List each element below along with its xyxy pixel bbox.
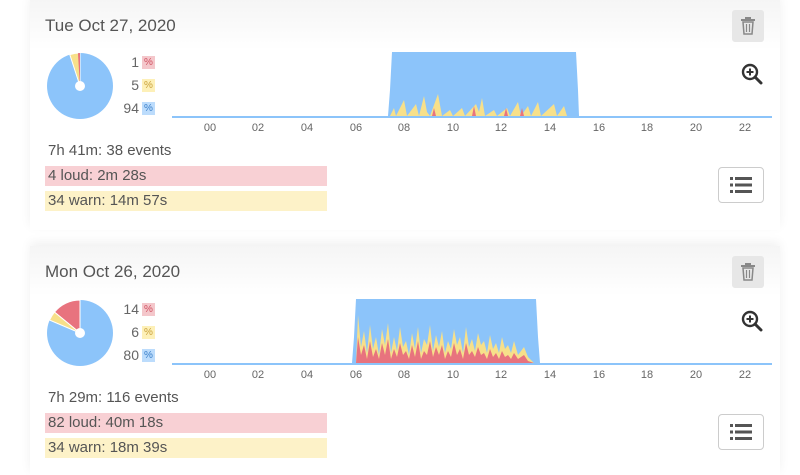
activity-chart: 00 02 04 06 08 10 12 14 16 18 20 22 xyxy=(172,299,772,381)
pct-warn-value: 6 xyxy=(131,324,139,340)
x-tick: 12 xyxy=(495,122,507,134)
x-tick: 16 xyxy=(593,369,605,381)
x-tick: 04 xyxy=(301,122,313,134)
pct-loud: 14 % xyxy=(110,301,155,319)
pct-loud: 1 % xyxy=(110,54,155,72)
pct-quiet-badge: % xyxy=(142,349,155,362)
pie-slice-warn xyxy=(69,52,81,87)
x-axis: 00 02 04 06 08 10 12 14 16 18 20 22 xyxy=(204,369,751,381)
activity-chart: 00 02 04 06 08 10 12 14 16 18 20 22 xyxy=(172,52,772,134)
activity-area-quiet xyxy=(172,52,772,118)
loud-summary: 4 loud: 2m 28s xyxy=(45,166,327,186)
x-tick: 20 xyxy=(690,122,702,134)
x-tick: 12 xyxy=(495,369,507,381)
pct-warn-badge: % xyxy=(142,79,155,92)
x-tick: 02 xyxy=(252,122,264,134)
list-button[interactable] xyxy=(718,167,764,203)
x-tick: 22 xyxy=(739,122,751,134)
pie-hole xyxy=(75,81,85,91)
day-card-header xyxy=(30,0,780,50)
pct-loud-badge: % xyxy=(142,56,155,69)
x-tick: 18 xyxy=(641,369,653,381)
pct-quiet-value: 94 xyxy=(123,100,139,116)
pie-slice-warn xyxy=(48,311,81,334)
day-card: Mon Oct 26, 2020 14 % 6 % 80 % 00 02 xyxy=(30,246,780,475)
pct-warn: 6 % xyxy=(110,324,155,342)
x-tick: 18 xyxy=(641,122,653,134)
pct-loud-badge: % xyxy=(142,303,155,316)
day-date: Tue Oct 27, 2020 xyxy=(45,16,176,35)
x-tick: 10 xyxy=(447,369,459,381)
event-summary: 7h 29m: 116 events xyxy=(48,389,179,406)
pie-chart xyxy=(47,299,113,366)
warn-summary: 34 warn: 18m 39s xyxy=(45,438,327,458)
x-tick: 20 xyxy=(690,369,702,381)
list-button[interactable] xyxy=(718,414,764,450)
pie-hole xyxy=(75,328,85,338)
event-summary: 7h 41m: 38 events xyxy=(48,142,172,159)
delete-button[interactable] xyxy=(732,10,764,42)
trash-icon xyxy=(741,263,755,281)
pct-loud-value: 1 xyxy=(131,54,139,70)
zoom-in-icon xyxy=(741,310,763,332)
list-icon xyxy=(730,177,752,193)
activity-area-quiet xyxy=(172,299,772,365)
x-tick: 16 xyxy=(593,122,605,134)
activity-area-loud xyxy=(432,106,524,116)
x-tick: 02 xyxy=(252,369,264,381)
pct-warn: 5 % xyxy=(110,77,155,95)
x-tick: 10 xyxy=(447,122,459,134)
trash-icon xyxy=(741,17,755,35)
pie-slice-loud xyxy=(77,53,80,86)
list-icon xyxy=(730,424,752,440)
pct-quiet: 94 % xyxy=(110,100,155,118)
x-tick: 14 xyxy=(544,369,556,381)
x-tick: 06 xyxy=(350,122,362,134)
delete-button[interactable] xyxy=(732,256,764,288)
x-tick: 04 xyxy=(301,369,313,381)
zoom-in-icon xyxy=(741,63,763,85)
pct-quiet: 80 % xyxy=(110,347,155,365)
x-axis: 00 02 04 06 08 10 12 14 16 18 20 22 xyxy=(204,122,751,134)
pie-chart xyxy=(47,52,113,119)
zoom-button[interactable] xyxy=(740,62,764,86)
zoom-button[interactable] xyxy=(740,309,764,333)
warn-summary: 34 warn: 14m 57s xyxy=(45,191,327,211)
day-date: Mon Oct 26, 2020 xyxy=(45,262,181,281)
x-tick: 14 xyxy=(544,122,556,134)
pct-loud-value: 14 xyxy=(123,301,139,317)
x-tick: 08 xyxy=(398,122,410,134)
pct-warn-badge: % xyxy=(142,326,155,339)
x-tick: 22 xyxy=(739,369,751,381)
x-tick: 06 xyxy=(350,369,362,381)
day-card-header xyxy=(30,246,780,296)
pct-quiet-badge: % xyxy=(142,102,155,115)
pct-warn-value: 5 xyxy=(131,77,139,93)
x-tick: 00 xyxy=(204,122,216,134)
x-tick: 00 xyxy=(204,369,216,381)
loud-summary: 82 loud: 40m 18s xyxy=(45,413,327,433)
x-tick: 08 xyxy=(398,369,410,381)
pct-quiet-value: 80 xyxy=(123,347,139,363)
day-card: Tue Oct 27, 2020 1 % 5 % 94 % 00 02 xyxy=(30,0,780,230)
activity-area-loud xyxy=(356,337,534,363)
